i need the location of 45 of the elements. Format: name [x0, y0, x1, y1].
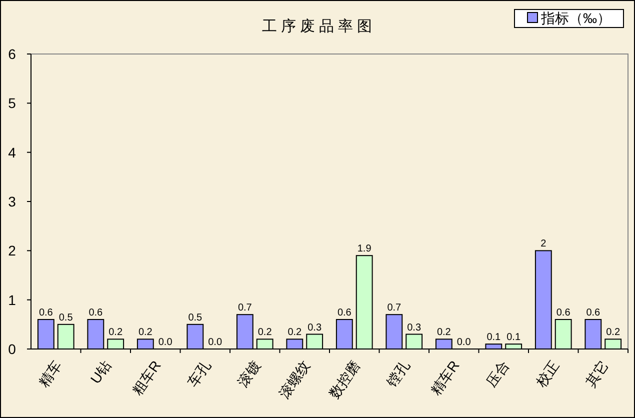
- data-label: 2: [540, 238, 547, 250]
- data-label: 0.2: [108, 327, 123, 338]
- data-label: 0.7: [387, 302, 402, 314]
- data-label: 0.7: [238, 302, 252, 314]
- y-tick-label: 5: [8, 95, 16, 112]
- data-label: 0.3: [407, 322, 422, 334]
- y-tick-label: 6: [8, 46, 16, 62]
- y-tick-label: 2: [8, 242, 16, 259]
- data-label: 0.5: [58, 312, 74, 324]
- x-tick-label: 精车R: [427, 358, 462, 398]
- data-label: 0.2: [606, 327, 620, 338]
- data-label: 0.6: [337, 308, 352, 318]
- x-tick-label: 校正: [532, 358, 562, 390]
- data-label: 0.6: [556, 308, 571, 318]
- y-tick-label: 3: [8, 194, 16, 210]
- data-label: 1.9: [357, 244, 372, 255]
- data-label: 0.2: [288, 327, 302, 338]
- data-label: 0.0: [456, 337, 472, 348]
- x-tick-label: 镗孔: [382, 358, 413, 390]
- x-tick-label: 压合: [482, 358, 512, 390]
- y-tick-label: 4: [8, 144, 16, 160]
- x-tick-label: 粗车R: [128, 358, 164, 398]
- data-label: 0.2: [138, 327, 153, 338]
- data-label: 0.2: [436, 327, 452, 338]
- x-tick-label: 数控磨: [326, 358, 363, 402]
- data-label: 0.0: [158, 337, 173, 348]
- x-tick-label: 滚螺纹: [276, 358, 314, 402]
- y-tick-label: 0: [8, 341, 16, 357]
- x-tick-label: 车孔: [184, 358, 214, 390]
- data-label: 0.1: [486, 332, 502, 344]
- data-label: 0.3: [308, 322, 322, 334]
- data-label: 0.2: [258, 327, 272, 338]
- x-tick-label: 其它: [582, 358, 612, 390]
- data-label: 0.5: [188, 312, 203, 324]
- data-label: 0.6: [38, 308, 54, 318]
- x-tick-label: U钻: [87, 358, 114, 386]
- x-tick-label: 滚镀: [234, 358, 264, 390]
- data-label: 0.1: [506, 332, 521, 344]
- y-tick-label: 1: [8, 292, 16, 308]
- data-label: 0.6: [586, 308, 601, 318]
- legend-label: 指标（‰）: [541, 10, 611, 26]
- x-tick-label: 精车: [35, 358, 64, 390]
- chart-title: 工序废品率图: [262, 18, 376, 35]
- data-label: 0.6: [88, 308, 104, 318]
- data-label: 0.0: [208, 337, 222, 348]
